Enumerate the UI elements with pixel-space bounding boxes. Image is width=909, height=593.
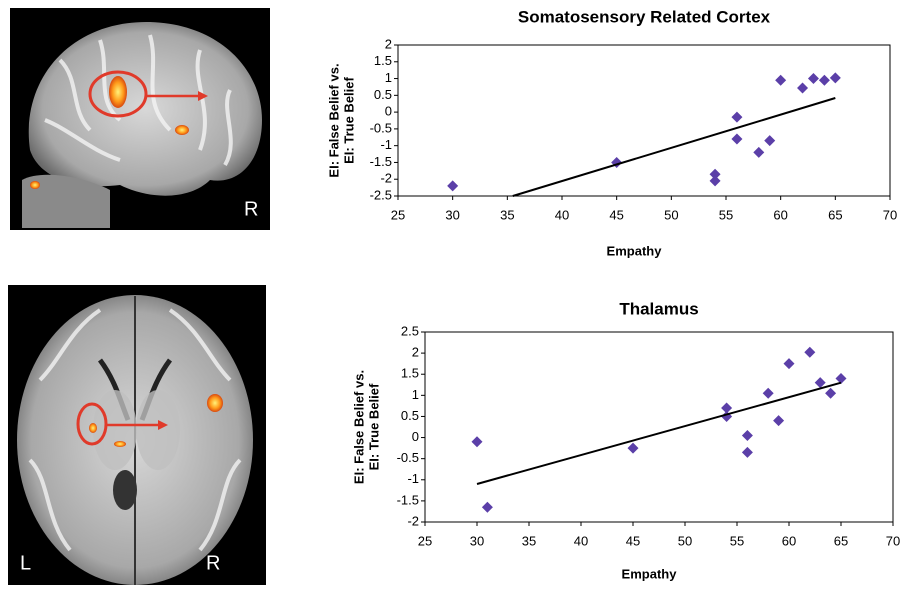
- x-tick-label: 65: [828, 207, 842, 222]
- y-tick-label: 2.5: [401, 323, 419, 338]
- point: [731, 112, 742, 123]
- x-tick-label: 45: [609, 207, 623, 222]
- y-tick-label: -0.5: [370, 120, 392, 135]
- y-tick-label: -2: [380, 171, 392, 186]
- image-label: R: [206, 552, 220, 574]
- point: [830, 72, 841, 83]
- x-tick-label: 55: [719, 207, 733, 222]
- x-tick-label: 60: [773, 207, 787, 222]
- y-tick-label: -2.5: [370, 187, 392, 202]
- x-tick-label: 35: [500, 207, 514, 222]
- x-axis-label: Empathy: [622, 566, 678, 581]
- point: [764, 135, 775, 146]
- y-axis-label: EI: False Belief vs.: [351, 370, 366, 484]
- point: [628, 443, 639, 454]
- x-tick-label: 45: [626, 533, 640, 548]
- y-tick-label: 0.5: [401, 408, 419, 423]
- x-axis-label: Empathy: [607, 243, 663, 258]
- y-tick-label: 2: [412, 345, 419, 360]
- y-tick-label: -1: [407, 471, 419, 486]
- y-tick-label: -1.5: [397, 492, 419, 507]
- x-tick-label: 70: [883, 207, 897, 222]
- point: [797, 82, 808, 93]
- point: [731, 133, 742, 144]
- y-tick-label: 1.5: [401, 366, 419, 381]
- chart-title: Somatosensory Related Cortex: [518, 7, 771, 26]
- y-tick-label: 2: [385, 36, 392, 51]
- y-tick-label: -2: [407, 513, 419, 528]
- x-tick-label: 30: [445, 207, 459, 222]
- x-tick-label: 40: [574, 533, 588, 548]
- point: [825, 388, 836, 399]
- point: [773, 415, 784, 426]
- x-tick-label: 30: [470, 533, 484, 548]
- x-tick-label: 50: [664, 207, 678, 222]
- x-tick-label: 25: [418, 533, 432, 548]
- figure: R L R Somatosensory Related Cortex-2.5-2…: [0, 0, 909, 588]
- point: [784, 358, 795, 369]
- point: [804, 347, 815, 358]
- point: [836, 373, 847, 384]
- y-tick-label: 1.5: [374, 53, 392, 68]
- y-axis-label: EI: True Belief: [341, 76, 356, 163]
- y-tick-label: 0: [385, 104, 392, 119]
- x-tick-label: 25: [391, 207, 405, 222]
- trend-line: [513, 98, 836, 196]
- y-tick-label: 1: [385, 70, 392, 85]
- point: [472, 436, 483, 447]
- y-tick-label: -1.5: [370, 154, 392, 169]
- brain-image-axial: L R: [8, 285, 266, 585]
- y-tick-label: -0.5: [397, 450, 419, 465]
- y-tick-label: -1: [380, 137, 392, 152]
- plot-area: [398, 45, 890, 196]
- point: [447, 180, 458, 191]
- plot-area: [425, 332, 893, 522]
- y-axis-label: EI: False Belief vs.: [326, 63, 341, 177]
- point: [819, 75, 830, 86]
- point: [763, 388, 774, 399]
- point: [710, 175, 721, 186]
- y-tick-label: 0.5: [374, 87, 392, 102]
- x-tick-label: 55: [730, 533, 744, 548]
- chart-title: Thalamus: [619, 299, 698, 318]
- x-tick-label: 60: [782, 533, 796, 548]
- x-tick-label: 70: [886, 533, 900, 548]
- point: [742, 447, 753, 458]
- x-tick-label: 35: [522, 533, 536, 548]
- point: [482, 502, 493, 513]
- y-tick-label: 0: [412, 429, 419, 444]
- image-label: R: [244, 198, 258, 220]
- point: [742, 430, 753, 441]
- x-tick-label: 50: [678, 533, 692, 548]
- image-label: L: [20, 552, 31, 574]
- brain-image-sagittal: R: [10, 8, 270, 230]
- y-axis-label: EI: True Belief: [366, 383, 381, 470]
- y-tick-label: 1: [412, 387, 419, 402]
- trend-line: [477, 383, 841, 484]
- x-tick-label: 65: [834, 533, 848, 548]
- point: [775, 75, 786, 86]
- x-tick-label: 40: [555, 207, 569, 222]
- point: [808, 73, 819, 84]
- point: [753, 147, 764, 158]
